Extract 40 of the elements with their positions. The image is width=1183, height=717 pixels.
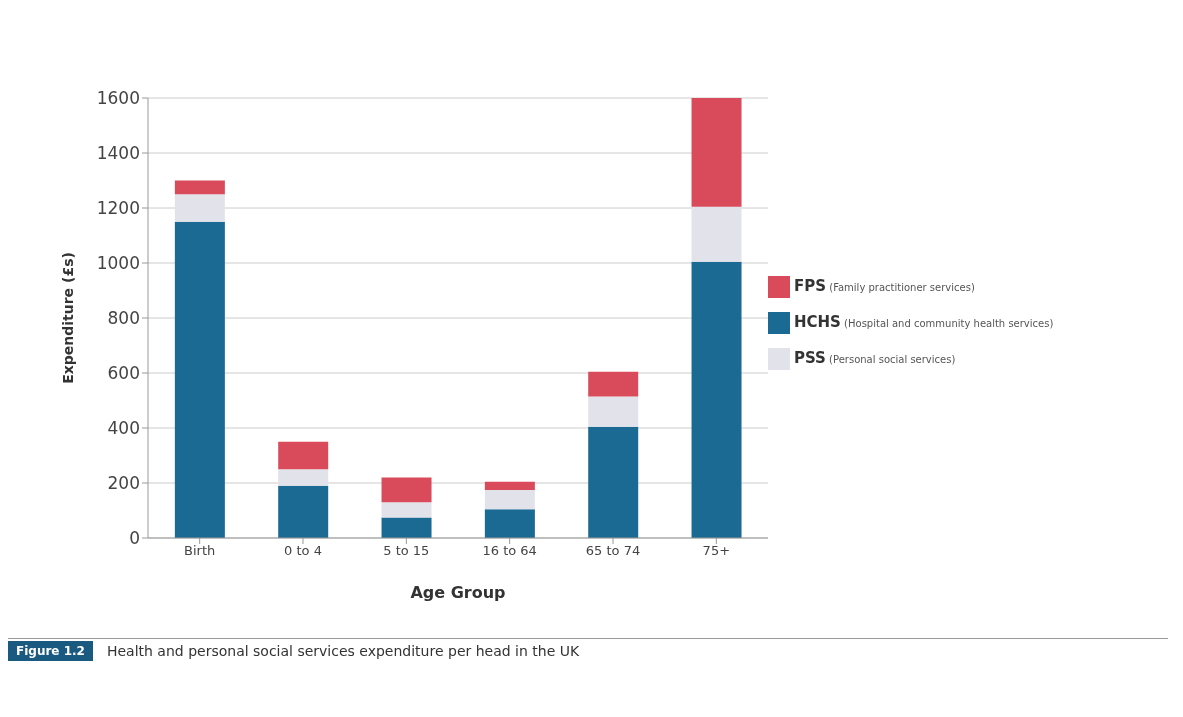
x-axis-title: Age Group xyxy=(410,583,506,602)
y-tick-label: 800 xyxy=(107,308,140,329)
x-tick-label: 0 to 4 xyxy=(284,543,322,559)
x-tick-label: 16 to 64 xyxy=(482,543,537,559)
bar xyxy=(381,517,432,538)
bar xyxy=(484,489,535,510)
bar xyxy=(691,206,742,262)
bar xyxy=(588,371,639,397)
bar xyxy=(174,221,225,538)
x-tick-label: Birth xyxy=(184,543,216,559)
y-tick-label: 1200 xyxy=(96,198,140,219)
y-tick-label: 200 xyxy=(107,473,140,494)
bar xyxy=(278,469,329,486)
bar xyxy=(174,180,225,195)
x-tick-label: 65 to 74 xyxy=(585,543,641,559)
y-tick-label: 0 xyxy=(129,528,140,549)
text: Health and personal social services expenditure per head in the UK xyxy=(106,643,580,659)
legend-label: FPS (Family practitioner services) xyxy=(794,277,975,295)
y-tick-label: 1400 xyxy=(96,143,140,164)
y-tick-label: 400 xyxy=(107,418,140,439)
y-tick-label: 600 xyxy=(107,363,140,384)
legend-label: PSS (Personal social services) xyxy=(794,349,956,367)
bar xyxy=(588,396,639,427)
x-tick-label: 75+ xyxy=(702,543,731,559)
legend-label: HCHS (Hospital and community health services) xyxy=(794,313,1054,331)
bar xyxy=(691,261,742,538)
bar xyxy=(381,477,432,503)
bar xyxy=(484,481,535,490)
bar xyxy=(381,502,432,518)
x-tick-label: 5 to 15 xyxy=(383,543,430,559)
bar xyxy=(588,426,639,538)
y-tick-label: 1600 xyxy=(96,88,140,109)
bar xyxy=(174,194,225,222)
bar xyxy=(691,98,742,207)
bar xyxy=(484,509,535,538)
y-axis-title: Expenditure (£s) xyxy=(59,252,76,384)
bar xyxy=(278,485,329,538)
bar xyxy=(278,441,329,470)
y-tick-label: 1000 xyxy=(96,253,140,274)
caption: Figure 1.2 xyxy=(8,641,93,661)
